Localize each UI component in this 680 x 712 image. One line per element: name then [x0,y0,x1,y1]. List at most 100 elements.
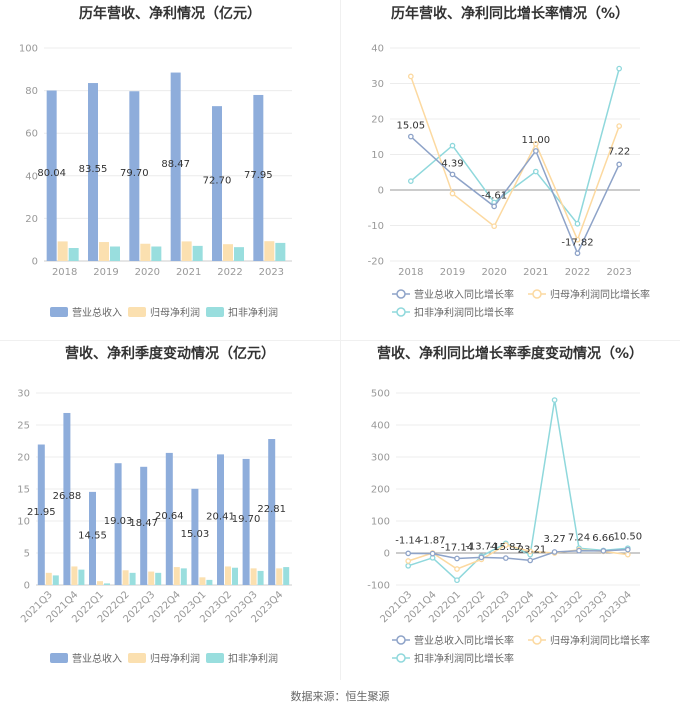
y-tick-label: 5 [24,549,30,560]
data-point [616,65,623,72]
data-point [405,558,412,564]
bar-deducted-profit [180,568,187,585]
data-label: -1.14 [395,535,421,546]
data-point [407,133,414,140]
chart-svg: 历年营收、净利同比增长率情况（%） -20 -10 0 10 20 30 40 15.05 4.3… [368,5,650,319]
data-point [624,546,631,553]
data-label: 15.03 [181,529,210,540]
data-point [502,555,509,561]
data-point [407,73,414,80]
data-source: 数据来源：恒生聚源 [290,690,390,703]
data-label: 6.66 [592,533,614,544]
bar-deducted-profit [155,572,162,585]
x-tick-label: 2019 [440,267,465,278]
legend-label: 归母净利润 [150,652,200,665]
bar-parent-profit [148,571,155,585]
data-label: 7.24 [568,533,590,544]
y-tick-label: -20 [368,257,384,268]
bar-deducted-profit [192,245,203,261]
data-label: 4.39 [441,158,463,169]
bar-revenue [37,444,45,585]
bar-parent-profit [264,241,275,261]
x-tick-label: 2023 [259,267,284,278]
bar-parent-profit [199,577,206,585]
y-tick-label: 100 [371,517,390,528]
x-tick-label: 2020 [135,267,160,278]
y-tick-label: 300 [371,453,390,464]
bar-parent-profit [45,572,52,585]
bar-parent-profit [250,568,257,585]
series-line-revenue [410,136,620,256]
data-point [502,542,509,548]
chart-title: 历年营收、净利情况（亿元） [79,5,261,22]
bar-deducted-profit [283,567,290,585]
data-point [532,148,539,154]
x-tick-label: 2019 [93,267,118,278]
legend-label: 归母净利润 [150,306,200,319]
legend-label: 扣非净利润同比增长率 [414,306,514,319]
legend-swatch [50,653,68,663]
bar-deducted-profit [129,572,136,585]
legend-swatch [50,307,68,317]
y-tick-label: -100 [367,581,390,592]
data-point [491,203,498,210]
data-point [527,548,534,555]
horizontal-divider [0,340,680,341]
x-tick-label: 2022 [217,267,242,278]
legend-marker [396,653,406,663]
y-tick-label: 0 [384,549,390,560]
data-label: 72.70 [203,176,232,187]
bar-revenue [212,106,222,261]
data-point [574,236,581,243]
bar-deducted-profit [257,570,264,585]
legend-marker [396,635,406,645]
chart-title: 营收、净利季度变动情况（亿元） [65,345,275,362]
data-label: -1.87 [420,536,446,547]
data-point [616,161,623,168]
x-tick-label: 2023 [606,267,631,278]
data-label: 83.55 [79,164,108,175]
x-tick-label: 2018 [52,267,77,278]
y-tick-label: 60 [25,129,38,140]
bar-revenue [165,452,173,585]
legend-label: 营业总收入 [72,306,122,319]
y-tick-label: 30 [371,79,384,90]
data-label: 10.50 [613,532,642,543]
x-tick-label: 2020 [481,267,506,278]
data-point [449,190,456,197]
legend-swatch [206,307,224,317]
legend-swatch [128,307,146,317]
bar-deducted-profit [52,575,59,585]
chart-svg: 历年营收、净利情况（亿元） 0 20 40 60 80 100 80.04 2018 83.55 2… [19,5,292,319]
data-point [478,554,485,561]
quarterly-revenue-profit-chart: 营收、净利季度变动情况（亿元） 0 5 10 15 20 25 30 21.95 2021Q3 26… [0,340,340,680]
x-tick-label: 2021 [176,267,201,278]
data-point [449,171,456,178]
bar-parent-profit [71,566,78,585]
data-point [405,562,412,569]
data-point [574,250,581,257]
data-point [454,577,460,584]
data-point [407,178,414,184]
bar-parent-profit [173,567,180,585]
data-label: 88.47 [161,159,190,170]
quarterly-growth-rate-chart: 营收、净利同比增长率季度变动情况（%） -100 0 100 200 300 400 500 -… [340,340,680,680]
y-tick-label: 10 [17,517,30,528]
x-tick-label: 2018 [398,267,423,278]
bar-parent-profit [99,242,109,261]
legend-swatch [128,653,146,663]
data-label: 22.81 [257,504,286,515]
data-label: -17.82 [561,237,593,248]
data-label: -13.74 [465,541,497,552]
bar-revenue [170,72,181,261]
bar-revenue [63,412,71,585]
legend-swatch [206,653,224,663]
bar-revenue [129,91,140,261]
bar-deducted-profit [104,583,110,585]
data-point [600,548,607,554]
legend-label: 归母净利润同比增长率 [550,288,650,301]
bar-parent-profit [140,243,151,261]
y-tick-label: 500 [371,389,390,400]
data-label: 15.05 [397,121,426,132]
data-label: 80.04 [37,168,66,179]
